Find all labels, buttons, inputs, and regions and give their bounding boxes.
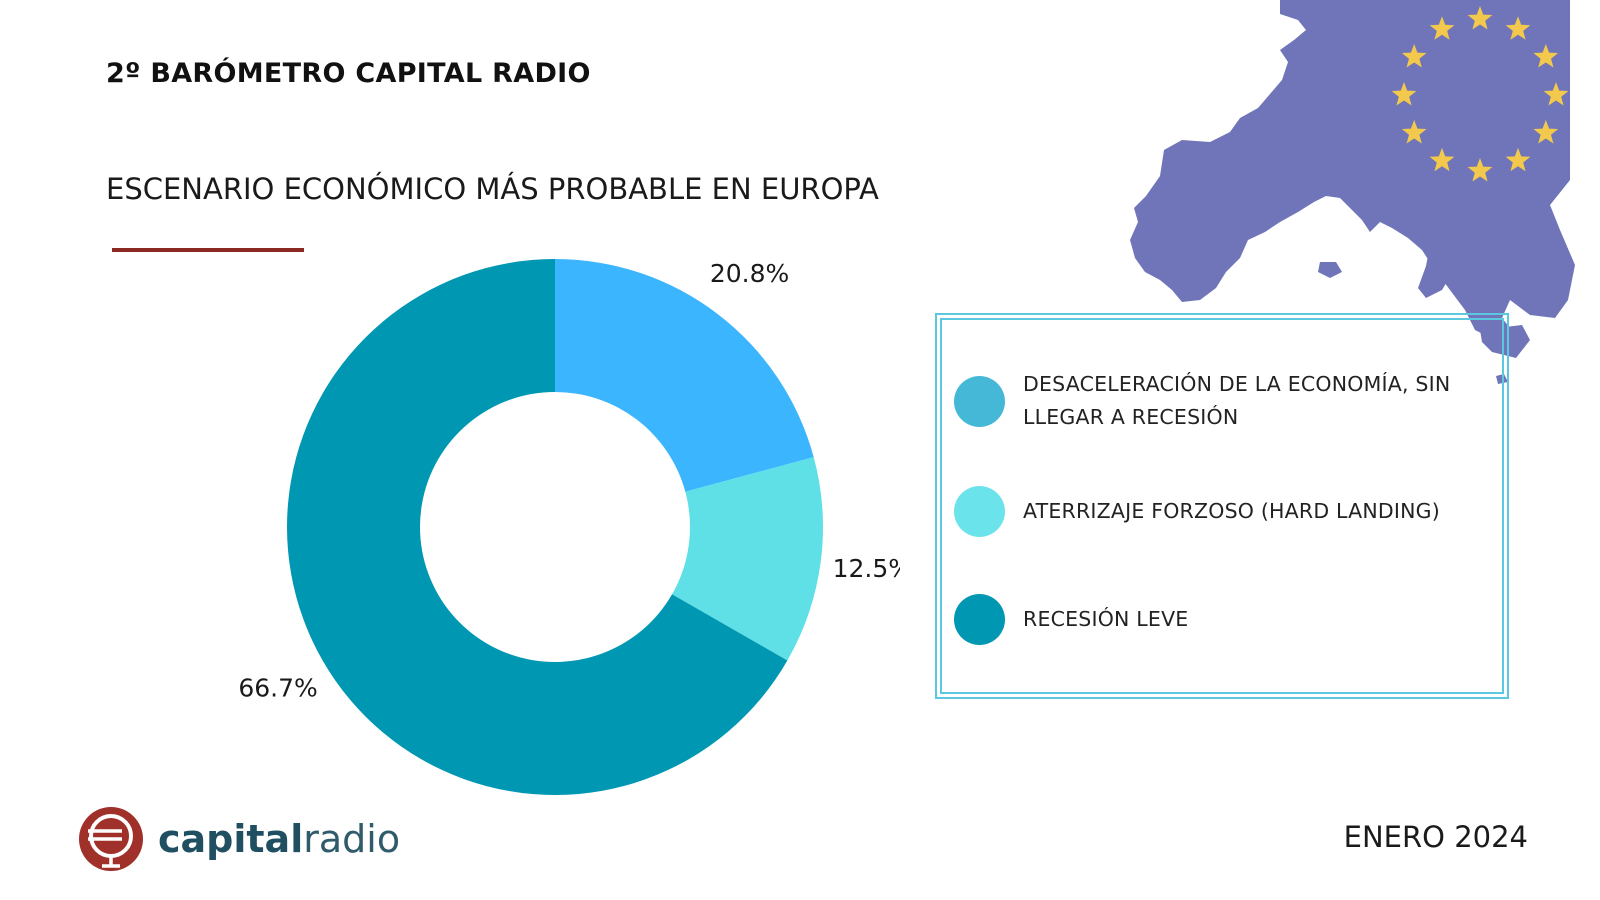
capital-radio-logo: capitalradio	[78, 806, 400, 872]
accent-divider	[112, 248, 304, 252]
legend-item: DESACELERACIÓN DE LA ECONOMÍA, SIN LLEGA…	[954, 368, 1493, 434]
page-title: 2º BARÓMETRO CAPITAL RADIO	[106, 58, 591, 89]
eu-star-icon	[1391, 82, 1417, 106]
microphone-euro-icon	[79, 807, 143, 871]
europe-island	[1308, 42, 1320, 62]
legend-label: ATERRIZAJE FORZOSO (HARD LANDING)	[1023, 499, 1440, 523]
slice-value-label: 12.5%	[833, 554, 900, 583]
donut-labels: 20.8% 12.5% 66.7%	[238, 259, 900, 702]
legend-label: RECESIÓN LEVE	[1023, 607, 1189, 631]
legend-label: DESACELERACIÓN DE LA ECONOMÍA, SIN LLEGA…	[1023, 372, 1451, 429]
legend-item: ATERRIZAJE FORZOSO (HARD LANDING)	[954, 486, 1493, 537]
europe-map-icon	[1130, 0, 1575, 384]
eu-star-icon	[1543, 82, 1569, 106]
europe-island	[1480, 325, 1530, 358]
europe-island	[1430, 218, 1448, 246]
eu-star-icon	[1401, 44, 1427, 68]
eu-star-icon	[1505, 147, 1531, 172]
date-label: ENERO 2024	[1343, 820, 1528, 854]
eu-star-icon	[1467, 158, 1493, 182]
europe-landmass	[1130, 0, 1575, 352]
legend-swatch-icon	[954, 486, 1005, 537]
legend-item: RECESIÓN LEVE	[954, 594, 1493, 645]
donut-slice	[555, 259, 814, 492]
eu-star-icon	[1533, 120, 1559, 144]
donut-chart: 20.8% 12.5% 66.7%	[238, 259, 900, 795]
eu-star-icon	[1533, 44, 1559, 68]
logo-text-bold: capital	[158, 817, 304, 861]
donut-slice	[286, 259, 788, 795]
eu-star-icon	[1401, 120, 1427, 144]
eu-star-icon	[1429, 147, 1455, 172]
europe-island	[1418, 245, 1454, 298]
logo-wordmark: capitalradio	[158, 817, 400, 861]
eu-star-icon	[1467, 6, 1493, 30]
eu-star-icon	[1505, 16, 1531, 40]
logo-text-light: radio	[303, 817, 401, 861]
chart-legend: DESACELERACIÓN DE LA ECONOMÍA, SIN LLEGA…	[935, 313, 1509, 699]
europe-island	[1318, 262, 1342, 278]
eu-stars	[1391, 6, 1569, 182]
donut-slices	[286, 259, 823, 795]
slice-value-label: 20.8%	[710, 259, 789, 288]
legend-swatch-icon	[954, 375, 1005, 427]
donut-slice	[672, 457, 823, 661]
eu-star-icon	[1429, 16, 1455, 40]
chart-title: ESCENARIO ECONÓMICO MÁS PROBABLE EN EURO…	[106, 172, 879, 206]
slice-value-label: 66.7%	[238, 673, 317, 702]
legend-swatch-icon	[954, 594, 1005, 645]
